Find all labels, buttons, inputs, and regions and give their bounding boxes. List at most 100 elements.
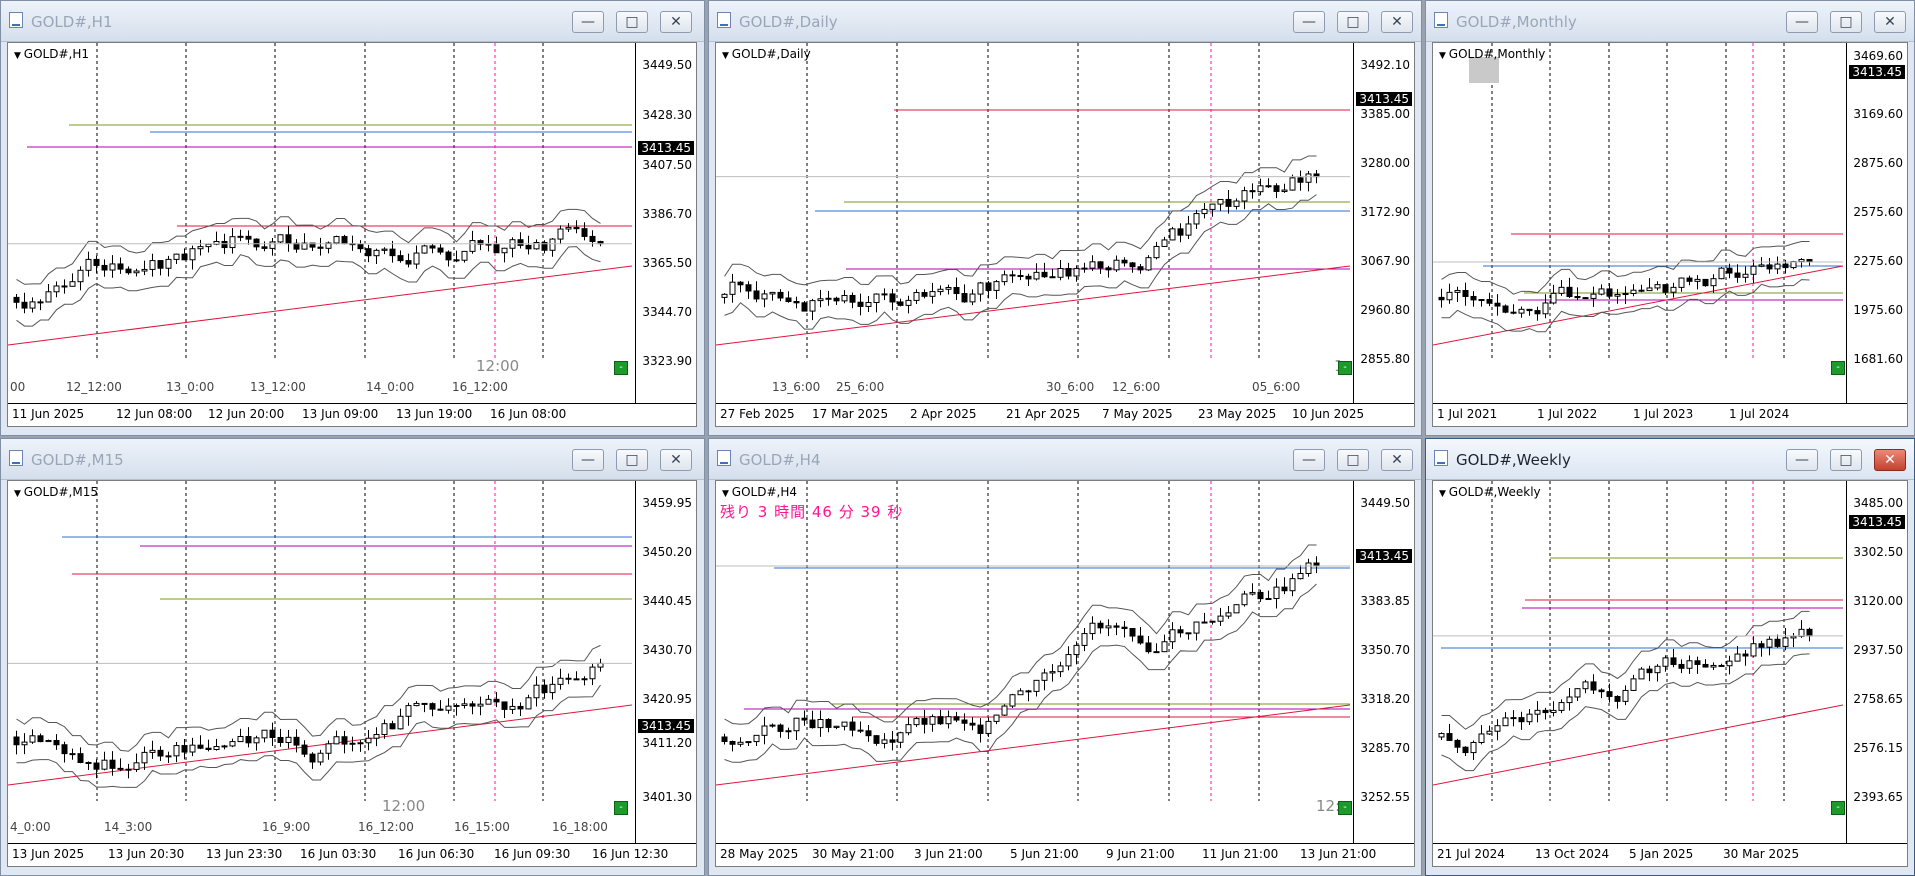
maximize-button[interactable]: □ bbox=[616, 11, 648, 33]
candle-body bbox=[1257, 185, 1264, 193]
candle-body bbox=[1790, 635, 1797, 639]
close-button[interactable]: ✕ bbox=[1874, 449, 1906, 471]
candle-body bbox=[1049, 276, 1056, 279]
price-scale[interactable]: 3469.60 3169.60 2875.60 2575.60 2275.60 … bbox=[1846, 43, 1907, 404]
time-tick: 1 Jul 2021 bbox=[1437, 407, 1498, 421]
chart-window-monthly[interactable]: GOLD#,Monthly — □ ✕ GOLD#,Monthly - 3469… bbox=[1425, 0, 1915, 436]
window-titlebar[interactable]: GOLD#,Daily — □ ✕ bbox=[709, 1, 1421, 42]
chart-window-weekly[interactable]: GOLD#,Weekly — □ ✕ GOLD#,Weekly - 3485.0… bbox=[1425, 438, 1915, 876]
candle-body bbox=[969, 293, 976, 303]
candle-body bbox=[1289, 578, 1296, 592]
candle-body bbox=[549, 238, 556, 251]
window-titlebar[interactable]: GOLD#,Monthly — □ ✕ bbox=[1426, 1, 1914, 42]
time-scale[interactable]: 27 Feb 2025 17 Mar 2025 2 Apr 2025 21 Ap… bbox=[716, 403, 1414, 426]
maximize-button[interactable]: □ bbox=[616, 449, 648, 471]
one-click-trading-toggle[interactable] bbox=[1469, 57, 1499, 83]
time-scale[interactable]: 13 Jun 2025 13 Jun 20:30 13 Jun 23:30 16… bbox=[8, 843, 696, 866]
close-button[interactable]: ✕ bbox=[660, 449, 692, 471]
maximize-button[interactable]: □ bbox=[1830, 11, 1862, 33]
candle-body bbox=[517, 239, 524, 246]
price-scale[interactable]: 3485.00 3302.50 3120.00 2937.50 2758.65 … bbox=[1846, 481, 1907, 844]
candle-body bbox=[437, 247, 444, 253]
candle-body bbox=[1598, 288, 1605, 295]
price-tick: 3440.45 bbox=[642, 594, 692, 608]
candle-body bbox=[37, 735, 44, 743]
candle-body bbox=[1217, 198, 1224, 205]
minimize-button[interactable]: — bbox=[1786, 449, 1818, 471]
price-scale[interactable]: 3459.95 3450.20 3440.45 3430.70 3420.95 … bbox=[635, 481, 696, 844]
candle-body bbox=[45, 291, 52, 303]
window-titlebar[interactable]: GOLD#,M15 — □ ✕ bbox=[1, 439, 704, 480]
minimize-button[interactable]: — bbox=[572, 449, 604, 471]
candle-body bbox=[1249, 591, 1256, 595]
candle-body bbox=[1494, 302, 1501, 307]
window-titlebar[interactable]: GOLD#,H4 — □ ✕ bbox=[709, 439, 1421, 480]
candle-body bbox=[1193, 213, 1200, 225]
price-scale[interactable]: 3449.50 3383.85 3350.70 3318.20 3285.70 … bbox=[1353, 481, 1414, 844]
price-tick: 3449.50 bbox=[642, 58, 692, 72]
candle-body bbox=[1694, 660, 1701, 665]
candle-body bbox=[1153, 245, 1160, 259]
chart-window-daily[interactable]: GOLD#,Daily — □ ✕ GOLD#,Daily 1 - 3492.1… bbox=[708, 0, 1422, 436]
maximize-button[interactable]: □ bbox=[1337, 11, 1369, 33]
chart-area[interactable]: GOLD#,H1 12:00 - 3449.50 3428.30 3407.50… bbox=[7, 42, 697, 427]
price-scale[interactable]: 3492.10 3385.00 3280.00 3172.90 3067.90 … bbox=[1353, 43, 1414, 404]
candle-body bbox=[117, 263, 124, 270]
candle-body bbox=[833, 725, 840, 728]
candle-body bbox=[1225, 198, 1232, 207]
time-scale[interactable]: 1 Jul 2021 1 Jul 2022 1 Jul 2023 1 Jul 2… bbox=[1433, 403, 1907, 426]
close-button[interactable]: ✕ bbox=[1381, 11, 1413, 33]
candle-body bbox=[197, 744, 204, 749]
candle-body bbox=[905, 724, 912, 734]
candle-body bbox=[1233, 200, 1240, 207]
candle-body bbox=[1534, 709, 1541, 715]
minimize-button[interactable]: — bbox=[1293, 449, 1325, 471]
time-tick: 1 Jul 2024 bbox=[1729, 407, 1790, 421]
inner-time-tick: 16_9:00 bbox=[262, 820, 311, 834]
candle-body bbox=[285, 234, 292, 244]
time-scale[interactable]: 21 Jul 2024 13 Oct 2024 5 Jan 2025 30 Ma… bbox=[1433, 843, 1907, 866]
price-tick: 3411.20 bbox=[642, 736, 692, 750]
minimize-button[interactable]: — bbox=[1293, 11, 1325, 33]
minimize-button[interactable]: — bbox=[1786, 11, 1818, 33]
close-button[interactable]: ✕ bbox=[660, 11, 692, 33]
candle-body bbox=[589, 235, 596, 242]
candle-body bbox=[785, 730, 792, 733]
time-scale[interactable]: 11 Jun 2025 12 Jun 08:00 12 Jun 20:00 13… bbox=[8, 403, 696, 426]
candle-body bbox=[1798, 628, 1805, 637]
chart-area[interactable]: GOLD#,Weekly - 3485.00 3302.50 3120.00 2… bbox=[1432, 480, 1908, 867]
candle-body bbox=[753, 290, 760, 300]
chart-window-h4[interactable]: GOLD#,H4 — □ ✕ GOLD#,H4 残り 3 時間 46 分 39 … bbox=[708, 438, 1422, 876]
candle-body bbox=[69, 281, 76, 287]
candle-body bbox=[421, 245, 428, 254]
chart-area[interactable]: GOLD#,Monthly - 3469.60 3169.60 2875.60 … bbox=[1432, 42, 1908, 427]
close-button[interactable]: ✕ bbox=[1381, 449, 1413, 471]
candle-body bbox=[953, 716, 960, 721]
bollinger-lower-band bbox=[724, 583, 1317, 763]
candle-body bbox=[785, 297, 792, 302]
candle-body bbox=[897, 732, 904, 743]
candle-body bbox=[325, 242, 332, 249]
chart-window-h1[interactable]: GOLD#,H1 — □ ✕ GOLD#,H1 12:00 - 3449.50 … bbox=[0, 0, 705, 436]
candle-body bbox=[1057, 268, 1064, 278]
chart-window-m15[interactable]: GOLD#,M15 — □ ✕ GOLD#,M15 12:00 - 3459.9… bbox=[0, 438, 705, 876]
maximize-button[interactable]: □ bbox=[1830, 449, 1862, 471]
price-scale[interactable]: 3449.50 3428.30 3407.50 3386.70 3365.50 … bbox=[635, 43, 696, 404]
candle-body bbox=[1009, 274, 1016, 277]
minimize-button[interactable]: — bbox=[572, 11, 604, 33]
maximize-button[interactable]: □ bbox=[1337, 449, 1369, 471]
window-titlebar[interactable]: GOLD#,Weekly — □ ✕ bbox=[1426, 439, 1914, 480]
candle-body bbox=[453, 704, 460, 707]
candle-body bbox=[1630, 289, 1637, 295]
candle-body bbox=[397, 255, 404, 262]
window-titlebar[interactable]: GOLD#,H1 — □ ✕ bbox=[1, 1, 704, 42]
time-scale[interactable]: 28 May 2025 30 May 21:00 3 Jun 21:00 5 J… bbox=[716, 843, 1414, 866]
candle-body bbox=[221, 240, 228, 249]
candle-body bbox=[1185, 632, 1192, 635]
chart-area[interactable]: GOLD#,H4 残り 3 時間 46 分 39 秒 12: - 3449.50… bbox=[715, 480, 1415, 867]
candle-body bbox=[501, 701, 508, 710]
chart-area[interactable]: GOLD#,M15 12:00 - 3459.95 3450.20 3440.4… bbox=[7, 480, 697, 867]
chart-area[interactable]: GOLD#,Daily 1 - 3492.10 3385.00 3280.00 … bbox=[715, 42, 1415, 427]
close-button[interactable]: ✕ bbox=[1874, 11, 1906, 33]
price-tick: 3067.90 bbox=[1360, 254, 1410, 268]
